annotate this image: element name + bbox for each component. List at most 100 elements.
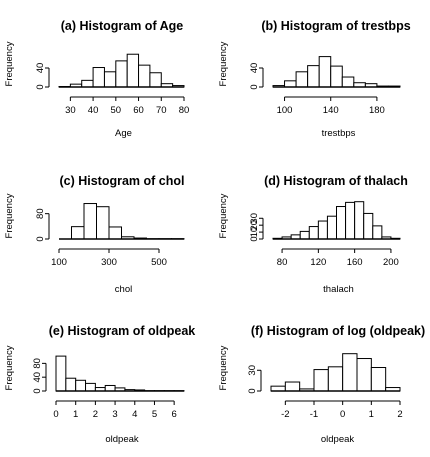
panel-title: (e) Histogram of oldpeak xyxy=(49,324,196,338)
y-tick-label: 10 xyxy=(249,227,260,238)
histogram-bar xyxy=(370,367,387,392)
x-axis-label: chol xyxy=(115,284,132,295)
y-axis-label: Frequency xyxy=(4,41,15,86)
histogram-bar xyxy=(284,80,297,88)
y-tick-label: 30 xyxy=(249,213,260,224)
y-tick-label: 0 xyxy=(249,84,260,89)
histogram-panel-1: (a) Histogram of Age 30 40 50 60 70 80 0 40 Age Fr… xyxy=(4,19,189,139)
x-axis-label: thalach xyxy=(323,284,354,295)
histogram-bar xyxy=(104,384,116,392)
histogram-bar xyxy=(341,76,355,88)
y-tick-label: 40 xyxy=(32,372,43,383)
x-tick-label: -2 xyxy=(281,409,289,420)
histogram-panel-2: (b) Histogram of trestbps 100 140 180 0 40 tre… xyxy=(218,19,411,139)
y-axis-label: Frequency xyxy=(218,345,229,390)
x-tick-label: 100 xyxy=(51,257,67,268)
x-tick-label: 2 xyxy=(397,409,402,420)
y-tick-label: 0 xyxy=(247,388,258,393)
x-tick-label: 120 xyxy=(310,257,326,268)
histogram-bar xyxy=(65,377,77,392)
histogram-bar xyxy=(336,206,347,240)
x-tick-label: -1 xyxy=(310,409,318,420)
x-tick-label: 300 xyxy=(101,257,117,268)
x-tick-label: 2 xyxy=(93,409,98,420)
histogram-bar xyxy=(363,212,374,240)
x-tick-label: 5 xyxy=(152,409,157,420)
y-axis-label: Frequency xyxy=(4,345,15,390)
histogram-bar xyxy=(75,379,87,392)
histogram-bar xyxy=(326,215,337,240)
x-tick-label: 4 xyxy=(132,409,137,420)
panel-title: (c) Histogram of chol xyxy=(59,174,184,188)
histogram-panel-4: (d) Histogram of thalach 80 120 160 200 01020… xyxy=(218,174,408,295)
x-tick-label: 40 xyxy=(88,105,99,116)
y-axis-label: Frequency xyxy=(218,41,229,86)
y-tick-label: 80 xyxy=(35,208,46,219)
histogram-bar xyxy=(327,366,344,392)
histogram-bar xyxy=(317,220,328,240)
histogram-panel-6: (f) Histogram of log (oldpeak) -2 -1 0 1 2 0 30… xyxy=(218,324,425,445)
histogram-bar xyxy=(108,226,122,240)
histogram-panel-3: (c) Histogram of chol 100 300 500 0 80 chol Fre… xyxy=(4,174,185,295)
x-tick-label: 160 xyxy=(347,257,363,268)
histogram-bar xyxy=(85,382,96,392)
x-tick-label: 3 xyxy=(112,409,117,420)
x-tick-label: 0 xyxy=(340,409,345,420)
x-tick-label: 50 xyxy=(111,105,122,116)
histogram-bar xyxy=(356,358,372,392)
x-tick-label: 70 xyxy=(156,105,167,116)
x-tick-label: 80 xyxy=(277,257,288,268)
histogram-bar xyxy=(295,71,309,88)
histogram-bar xyxy=(115,60,128,88)
y-tick-label: 0 xyxy=(249,236,260,241)
y-tick-label: 40 xyxy=(35,63,46,74)
y-tick-label: 40 xyxy=(249,63,260,74)
y-tick-label: 80 xyxy=(32,358,43,369)
y-axis-label: Frequency xyxy=(218,193,229,238)
panel-title: (b) Histogram of trestbps xyxy=(261,19,410,33)
x-tick-label: 60 xyxy=(133,105,144,116)
x-tick-label: 30 xyxy=(65,105,76,116)
histogram-bar xyxy=(284,381,301,392)
histogram-bar xyxy=(354,201,365,240)
histogram-bar xyxy=(308,226,319,240)
histogram-bar xyxy=(55,355,67,392)
x-tick-label: 1 xyxy=(369,409,374,420)
histogram-bar xyxy=(71,226,85,240)
histogram-bar xyxy=(299,230,310,240)
x-axis-label: Age xyxy=(115,128,132,139)
histogram-bar xyxy=(83,203,97,240)
x-tick-label: 1 xyxy=(73,409,78,420)
y-tick-label: 20 xyxy=(249,220,260,231)
histogram-bar xyxy=(342,353,358,392)
x-tick-label: 180 xyxy=(369,105,385,116)
histogram-bar xyxy=(307,65,320,88)
histogram-bar xyxy=(81,79,94,88)
x-tick-label: 0 xyxy=(53,409,58,420)
histogram-bar xyxy=(92,67,105,88)
y-tick-label: 0 xyxy=(35,236,46,241)
histogram-bar xyxy=(96,206,110,240)
histogram-bar xyxy=(372,225,383,240)
x-tick-label: 80 xyxy=(179,105,190,116)
x-axis-label: oldpeak xyxy=(105,434,139,445)
x-tick-label: 200 xyxy=(383,257,399,268)
histogram-bar xyxy=(318,56,332,88)
panel-title: (a) Histogram of Age xyxy=(61,19,184,33)
x-tick-label: 6 xyxy=(172,409,177,420)
histogram-bar xyxy=(345,201,356,240)
y-axis-label: Frequency xyxy=(4,193,15,238)
histogram-panel-5: (e) Histogram of oldpeak 0 1 2 3 4 5 6 0 40 80 oldp… xyxy=(4,324,195,445)
y-tick-label: 0 xyxy=(32,388,43,393)
y-tick-label: 0 xyxy=(35,84,46,89)
x-tick-label: 100 xyxy=(277,105,293,116)
histogram-bar xyxy=(330,65,343,88)
x-axis-label: oldpeak xyxy=(321,434,355,445)
x-tick-label: 500 xyxy=(151,257,167,268)
panel-title: (d) Histogram of thalach xyxy=(264,174,408,188)
histogram-bar xyxy=(138,64,151,88)
histogram-bar xyxy=(126,53,140,88)
panel-title: (f) Histogram of log (oldpeak) xyxy=(251,324,425,338)
histogram-bar xyxy=(149,72,162,88)
